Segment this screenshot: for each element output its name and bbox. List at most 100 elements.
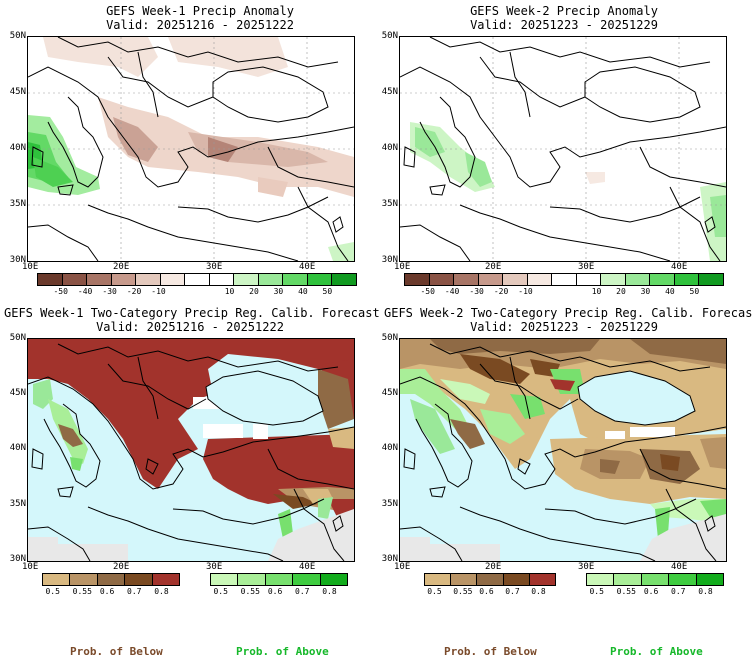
colorbar-swatch — [307, 274, 333, 285]
panel-title: GEFS Week-1 Two-Category Precip Reg. Cal… — [4, 306, 380, 320]
lon-label: 10E — [394, 262, 411, 272]
colorbar-tick-label: -10 — [151, 287, 166, 296]
lat-label: 35N — [381, 199, 398, 209]
lat-label: 45N — [381, 388, 398, 398]
colorbar-swatch — [696, 574, 724, 585]
colorbar-tick-label: -10 — [518, 287, 533, 296]
colorbar-swatch — [614, 574, 642, 585]
colorbar-tick-label: 0.5 — [589, 587, 604, 596]
colorbar-tick-label: 0.7 — [127, 587, 142, 596]
prob-below-label: Prob. of Below — [70, 645, 163, 658]
lat-label: 45N — [9, 388, 26, 398]
colorbar-swatch — [87, 274, 112, 285]
panel-title: GEFS Week-1 Precip Anomaly — [106, 4, 294, 18]
lat-label: 30N — [381, 255, 398, 265]
panel-valid-dates: Valid: 20251223 - 20251229 — [470, 18, 658, 32]
colorbar-tick-label: -50 — [420, 287, 435, 296]
lon-label: 40E — [671, 262, 688, 272]
colorbar-swatch — [125, 574, 153, 585]
lon-label: 20E — [485, 562, 502, 572]
colorbar-swatch — [529, 574, 556, 585]
lon-label: 40E — [671, 562, 688, 572]
panel-title: GEFS Week-2 Precip Anomaly — [470, 4, 658, 18]
colorbar-swatch — [320, 574, 348, 585]
colorbar-swatch — [625, 274, 651, 285]
colorbar-swatch — [405, 274, 430, 285]
colorbar-swatch — [38, 274, 63, 285]
above-colorbar — [586, 573, 724, 586]
colorbar-swatch — [552, 274, 577, 285]
colorbar-swatch — [576, 274, 602, 285]
colorbar-tick-label: 30 — [640, 287, 651, 296]
below-colorbar — [424, 573, 556, 586]
probability-map-week1 — [27, 338, 355, 562]
colorbar-swatch — [111, 274, 137, 285]
colorbar-tick-label: 0.7 — [671, 587, 686, 596]
colorbar-tick-label: 0.7 — [505, 587, 520, 596]
lat-label: 50N — [9, 31, 26, 41]
colorbar-swatch — [477, 574, 504, 585]
lon-label: 30E — [206, 562, 223, 572]
lon-label: 20E — [485, 262, 502, 272]
colorbar-tick-label: -50 — [53, 287, 68, 296]
colorbar-tick-label: 0.6 — [99, 587, 115, 596]
colorbar-tick-label: 40 — [298, 287, 308, 296]
lon-label: 30E — [578, 562, 595, 572]
prob-above-label: Prob. of Above — [610, 645, 703, 658]
lat-label: 50N — [381, 333, 398, 343]
colorbar-tick-label: 0.7 — [295, 587, 310, 596]
colorbar-swatch — [451, 574, 478, 585]
anomaly-map-week2 — [399, 36, 727, 262]
colorbar-tick-label: 10 — [591, 287, 602, 296]
colorbar-tick-label: 0.8 — [322, 587, 337, 596]
lat-label: 50N — [381, 31, 398, 41]
lat-label: 45N — [381, 87, 398, 97]
lat-label: 35N — [381, 499, 398, 509]
colorbar-tick-label: 0.55 — [616, 587, 636, 596]
colorbar-swatch — [293, 574, 321, 585]
lat-label: 30N — [9, 554, 26, 564]
colorbar-swatch — [425, 574, 452, 585]
colorbar-swatch — [211, 574, 239, 585]
anomaly-colorbar — [37, 273, 357, 286]
colorbar-tick-label: 0.8 — [698, 587, 713, 596]
colorbar-swatch — [650, 274, 675, 285]
lat-label: 40N — [9, 143, 26, 153]
colorbar-swatch — [699, 274, 723, 285]
colorbar-swatch — [258, 274, 284, 285]
colorbar-tick-label: 0.55 — [72, 587, 92, 596]
colorbar-tick-label: 0.8 — [531, 587, 546, 596]
colorbar-swatch — [234, 274, 259, 285]
lon-label: 30E — [206, 262, 223, 272]
lat-label: 35N — [9, 199, 26, 209]
colorbar-swatch — [43, 574, 71, 585]
colorbar-tick-label: 40 — [665, 287, 675, 296]
colorbar-tick-label: 50 — [322, 287, 333, 296]
colorbar-swatch — [152, 574, 180, 585]
anomaly-colorbar — [404, 273, 724, 286]
colorbar-tick-label: 0.5 — [45, 587, 60, 596]
lat-label: 30N — [381, 554, 398, 564]
lat-label: 35N — [9, 499, 26, 509]
colorbar-swatch — [70, 574, 98, 585]
above-colorbar — [210, 573, 348, 586]
colorbar-tick-label: 0.55 — [453, 587, 473, 596]
lon-label: 20E — [113, 562, 130, 572]
colorbar-tick-label: -20 — [126, 287, 142, 296]
colorbar-tick-label: 20 — [616, 287, 626, 296]
colorbar-swatch — [185, 274, 210, 285]
colorbar-swatch — [454, 274, 479, 285]
panel-valid-dates: Valid: 20251216 - 20251222 — [96, 320, 284, 334]
lon-label: 30E — [578, 262, 595, 272]
below-colorbar — [42, 573, 180, 586]
colorbar-swatch — [238, 574, 266, 585]
colorbar-swatch — [503, 574, 530, 585]
colorbar-tick-label: 20 — [249, 287, 259, 296]
colorbar-tick-label: 0.6 — [267, 587, 283, 596]
colorbar-swatch — [669, 574, 697, 585]
colorbar-swatch — [332, 274, 356, 285]
prob-above-label: Prob. of Above — [236, 645, 329, 658]
colorbar-swatch — [587, 574, 615, 585]
lon-label: 40E — [299, 262, 316, 272]
panel-valid-dates: Valid: 20251216 - 20251222 — [106, 18, 294, 32]
